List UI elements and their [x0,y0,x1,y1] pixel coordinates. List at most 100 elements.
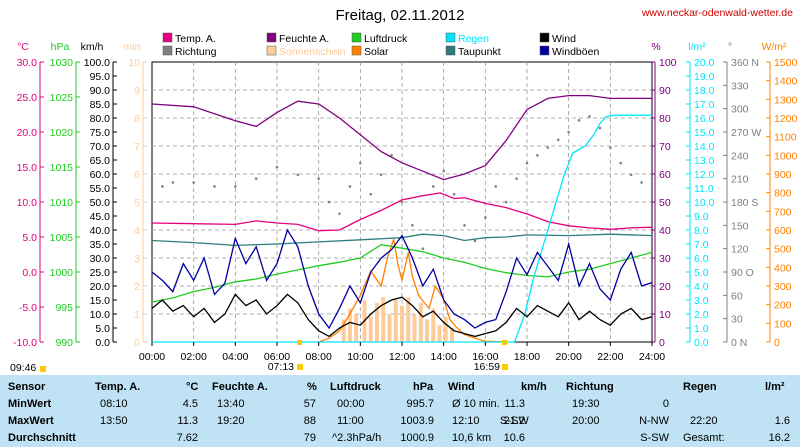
wind-axis-tick: 40.0 [90,225,111,237]
humidity-axis-tick: 20 [659,281,671,293]
direction-point [421,247,425,250]
min-temp-time: 08:10 [100,398,128,410]
solar-axis-tick: 600 [774,225,792,237]
legend-label-direction: Richtung [175,46,217,58]
daylight-start: 09:46 [10,362,36,374]
legend-label-temp: Temp. A. [175,33,216,45]
legend-swatch-solar [351,45,362,56]
sunset-time: 16:59 [474,361,500,373]
temp-axis-tick: 5.0 [22,232,37,244]
sun-markers: 07:13 16:59 09:46 [10,340,508,374]
unit-temp: °C [17,41,29,53]
sunrise-time: 07:13 [268,361,294,373]
temp-axis-tick: 15.0 [17,162,38,174]
sunshine-bar [450,328,454,342]
pressure-axis-tick: 1000 [50,267,74,279]
wind-axis-tick: 65.0 [90,155,111,167]
direction-point [254,177,258,180]
solar-axis-tick: 1400 [774,76,798,88]
direction-point [400,200,404,204]
row-avg-label: Durchschnitt [8,432,76,444]
hdr-temp: Temp. A. [95,381,141,393]
hdr-press: Luftdruck [330,381,381,393]
min-wind-time: Ø 10 min. [452,398,500,410]
series-line-solar [318,239,507,343]
legend-label-humidity: Feuchte A. [279,33,329,45]
max-wind-value: 21.2 [503,415,525,427]
min-temp-value: 4.5 [182,398,198,410]
direction-axis-tick: 210 [731,174,749,186]
rain-axis-tick: 5.0 [694,267,709,279]
x-tick: 20:00 [556,351,582,363]
max-rain-value: 1.6 [774,415,790,427]
direction-point [629,173,633,177]
sunshine-axis-tick: 4 [134,225,140,237]
avg-rain-label: Gesamt: [683,432,725,444]
x-tick: 08:00 [306,351,332,363]
sunshine-bar [437,325,442,342]
direction-point [171,181,175,184]
sunshine-axis-tick: 1 [134,309,140,321]
stats-table: Sensor Temp. A. °C Feuchte A. % Luftdruc… [0,375,800,447]
direction-axis-tick: 150 [731,220,749,232]
sunshine-bar [375,302,379,342]
min-hum-value: 57 [303,398,316,410]
sunshine-axis-tick: 9 [134,85,140,97]
hdr-sensor: Sensor [8,381,46,393]
hdr-hum-unit: % [307,381,317,393]
wind-axis-tick: 45.0 [90,211,111,223]
direction-point [619,161,623,165]
solar-axis-tick: 0 [774,337,780,349]
direction-point [379,173,383,177]
direction-axis-tick: 120 [731,244,749,256]
direction-point [504,200,508,204]
solar-axis-tick: 200 [774,300,792,312]
sunshine-bar [400,305,404,342]
direction-point [234,185,237,188]
direction-point [577,119,581,122]
series-marks [150,94,654,343]
temp-axis-tick: 20.0 [17,127,38,139]
sunshine-bar [381,297,386,342]
legend-swatch-pressure [351,32,362,43]
solar-axis-tick: 1300 [774,94,798,106]
humidity-axis-tick: 80 [659,113,671,125]
solar-axis-tick: 500 [774,244,792,256]
humidity-axis-tick: 30 [659,253,671,265]
direction-point [296,173,300,177]
site-url[interactable]: www.neckar-odenwald-wetter.de [641,7,793,19]
unit-wind: km/h [81,41,104,53]
x-tick: 16:00 [472,351,498,363]
temp-axis-tick: 30.0 [17,57,38,69]
direction-point [452,192,456,196]
wind-axis-tick: 30.0 [90,253,111,265]
hdr-press-unit: hPa [413,381,434,393]
direction-point [275,165,279,169]
sunshine-axis-tick: 7 [134,141,140,153]
sunset-dot [502,364,508,370]
direction-point [484,216,487,219]
avg-wind-value: 10.6 [503,432,525,444]
direction-point [348,185,352,188]
avg-rain-value: 16.2 [768,432,790,444]
sunshine-bar [354,314,359,342]
rain-axis-tick: 2.0 [694,309,709,321]
direction-axis-tick: 30 [731,314,743,326]
rain-axis-tick: 0.0 [694,337,709,349]
max-temp-value: 11.3 [177,415,198,427]
sunshine-bar [393,300,398,342]
sunshine-bar [341,319,346,342]
sunshine-bar [431,308,436,342]
rain-axis-tick: 16.0 [694,113,715,125]
series-line-dewpoint [151,233,653,247]
direction-point [390,154,393,157]
rain-axis-tick: 14.0 [694,141,715,153]
legend-swatch-rain [445,32,456,43]
unit-sunshine: min [124,41,141,53]
avg-press-value: 1000.9 [400,432,434,444]
wind-axis-tick: 15.0 [90,295,111,307]
grid [152,62,652,342]
direction-axis-tick: 300 [731,104,749,116]
direction-point [442,169,445,173]
x-tick: 04:00 [222,351,248,363]
